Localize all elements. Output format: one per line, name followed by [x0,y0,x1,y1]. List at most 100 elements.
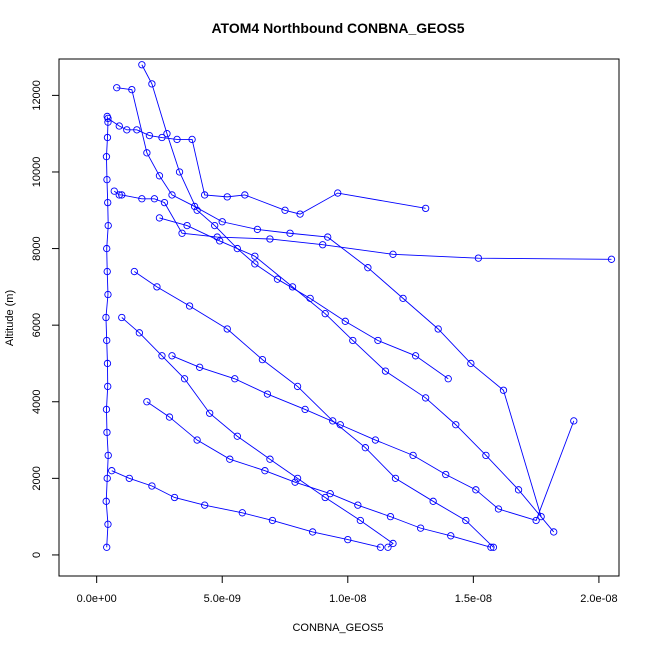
data-point [155,172,164,180]
y-axis-title: Altitude (m) [4,290,16,346]
data-point [213,233,221,241]
series-line [134,271,494,548]
data-point [253,225,262,234]
data-point [103,359,112,368]
data-point [532,516,540,525]
y-axis: 0 2000 4000 6000 8000 10000 12000 [31,80,60,558]
data-point [386,512,395,521]
series-line [121,317,394,548]
y-tick-label: 4000 [31,390,43,414]
data-point [273,275,282,283]
data-point [102,153,111,161]
data-point [168,191,176,199]
x-axis-title: CONBNA_GEOS5 [292,622,383,634]
data-point [103,336,111,345]
data-point [550,528,558,536]
data-point [409,451,417,460]
data-point [251,260,259,268]
data-point [354,501,362,509]
data-point [138,61,146,69]
data-point [153,283,161,291]
data-point [233,432,241,440]
data-point [263,390,272,398]
data-point [381,367,390,375]
data-point [143,149,151,157]
data-point [266,235,274,243]
data-point [570,417,578,425]
data-point [293,382,302,391]
data-point [293,474,302,482]
data-point [286,229,294,237]
series-line [113,190,612,260]
data-point [467,359,475,368]
data-point [206,409,214,417]
x-tick-label: 1.5e-08 [455,593,492,605]
data-point [178,229,186,237]
data-point [128,85,136,94]
y-tick-label: 2000 [31,466,43,490]
data-point [389,250,397,258]
data-point [158,352,166,360]
data-point [399,294,407,302]
data-point [321,310,329,318]
y-tick-label: 0 [31,552,43,558]
data-point [103,175,111,184]
y-tick-label: 6000 [31,313,43,337]
data-point [148,80,156,88]
data-point [155,214,164,222]
data-point [341,317,349,325]
data-point [104,114,112,123]
data-point [102,405,111,414]
data-point [103,543,111,551]
data-point [261,467,269,475]
data-point [165,413,174,421]
data-point [185,302,194,310]
data-point [349,336,357,345]
data-point [211,221,219,230]
data-point [190,202,199,211]
data-point [104,451,112,460]
data-point [258,355,267,364]
data-point [115,122,123,130]
data-point [183,221,191,230]
data-point [145,131,154,140]
x-tick-label: 2.0e-08 [580,593,617,605]
data-point [537,512,545,521]
data-point [133,126,141,134]
data-point [321,493,329,502]
series-line [159,217,555,533]
x-tick-label: 5.0e-09 [204,593,241,605]
data-point [281,206,289,214]
data-point [104,198,112,207]
data-point [226,455,234,463]
series-7 [118,313,397,551]
data-point [336,421,344,429]
data-point [148,482,156,490]
series-line [105,116,109,548]
data-point [514,486,523,494]
data-point [193,206,201,214]
data-point [472,486,480,494]
series-3 [110,187,616,263]
data-point [118,191,126,199]
data-point [364,264,372,272]
data-point [442,470,450,479]
data-point [329,417,337,425]
data-point [487,543,495,551]
data-point [421,204,430,213]
data-point [241,191,249,199]
data-point [376,543,385,551]
data-point [499,386,508,394]
data-point [102,313,110,322]
data-point [168,352,176,360]
series-line [107,117,426,215]
series-8 [143,398,495,551]
data-point [444,375,452,383]
data-point [123,126,131,134]
data-point [371,436,380,444]
data-point [361,444,370,452]
data-point [482,451,490,460]
data-point [474,254,483,262]
data-point [494,505,503,513]
data-point [223,193,231,201]
